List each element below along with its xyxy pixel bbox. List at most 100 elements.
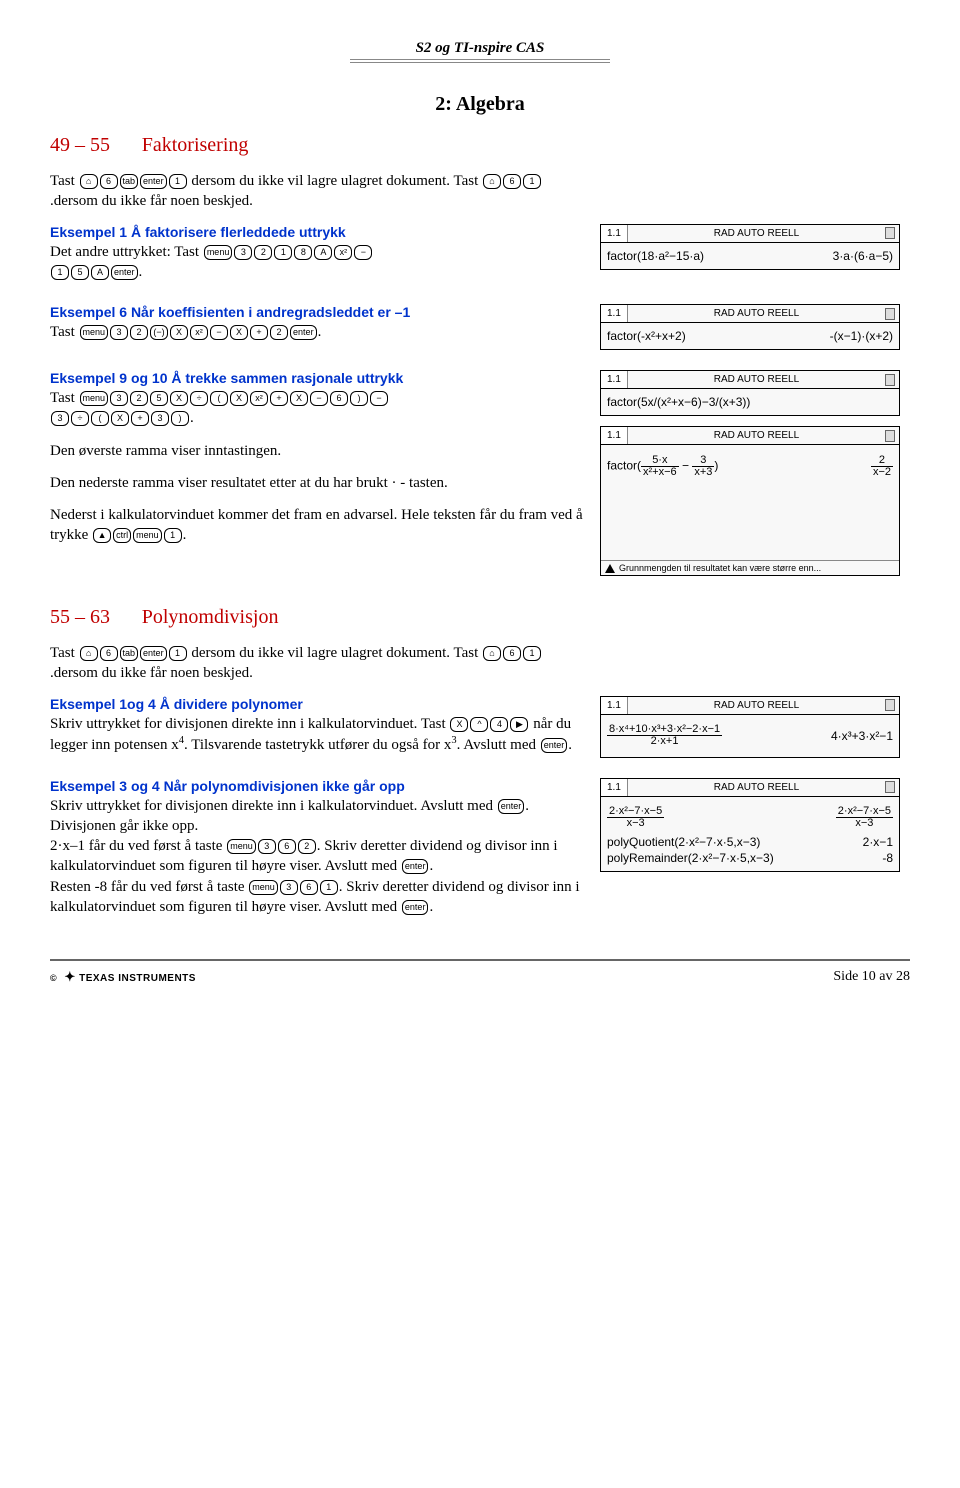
key-minus: − bbox=[310, 391, 328, 406]
key-3: 3 bbox=[280, 880, 298, 895]
text: Tast bbox=[50, 645, 79, 661]
num: 5·x bbox=[641, 455, 679, 467]
den: x²+x−6 bbox=[641, 467, 679, 478]
text: Tast bbox=[50, 390, 79, 406]
key-4: 4 bbox=[490, 717, 508, 732]
key-menu: menu bbox=[80, 391, 109, 406]
key-tab: tab bbox=[120, 174, 139, 189]
den: x−3 bbox=[607, 818, 664, 829]
poly-ex3-title: Eksempel 3 og 4 Når polynomdivisjonen ik… bbox=[50, 778, 590, 794]
key-6: 6 bbox=[100, 174, 118, 189]
key-8: 8 bbox=[294, 245, 312, 260]
calc-tab: 1.1 bbox=[601, 779, 628, 796]
text: . Avslutt med bbox=[457, 737, 540, 753]
key-rparen: ) bbox=[171, 411, 189, 426]
section-num: 49 – 55 bbox=[50, 134, 110, 156]
brand-text: TEXAS INSTRUMENTS bbox=[79, 973, 196, 984]
key-menu: menu bbox=[80, 325, 109, 340]
calc-input: polyQuotient(2·x²−7·x·5,x−3) bbox=[607, 835, 760, 849]
ex9-body: Tast menu325X÷(Xx²+X−6)− 3÷(X+3). bbox=[50, 388, 590, 429]
text: Tast bbox=[50, 324, 79, 340]
key-5: 5 bbox=[150, 391, 168, 406]
key-x2: x² bbox=[190, 325, 208, 340]
key-caret: ^ bbox=[470, 717, 488, 732]
key-lparen: ( bbox=[210, 391, 228, 406]
home-icon bbox=[80, 174, 98, 189]
key-3: 3 bbox=[234, 245, 252, 260]
calc-screenshot-4: 1.1RAD AUTO REELL factor(5·xx²+x−6 − 3x+… bbox=[600, 426, 900, 576]
key-3: 3 bbox=[151, 411, 169, 426]
key-x: X bbox=[450, 717, 468, 732]
key-enter: enter bbox=[140, 174, 167, 189]
page-footer: ✦ TEXAS INSTRUMENTS Side 10 av 28 bbox=[50, 959, 910, 985]
home-icon bbox=[80, 646, 98, 661]
key-1: 1 bbox=[51, 265, 69, 280]
key-1: 1 bbox=[523, 646, 541, 661]
key-enter: enter bbox=[402, 859, 429, 874]
key-1: 1 bbox=[320, 880, 338, 895]
text: Skriv uttrykket for divisjonen direkte i… bbox=[50, 798, 497, 814]
key-3: 3 bbox=[110, 391, 128, 406]
calc-input: 8·x⁴+10·x³+3·x²−2·x−12·x+1 bbox=[607, 724, 722, 747]
key-plus: + bbox=[131, 411, 149, 426]
key-a: A bbox=[314, 245, 332, 260]
battery-icon bbox=[885, 308, 895, 320]
den: x−3 bbox=[836, 818, 893, 829]
key-2: 2 bbox=[298, 839, 316, 854]
key-1: 1 bbox=[169, 174, 187, 189]
calc-output: 2·x²−7·x−5x−3 bbox=[836, 806, 893, 829]
key-1: 1 bbox=[164, 528, 182, 543]
calc-status: RAD AUTO REELL bbox=[628, 430, 885, 441]
key-div: ÷ bbox=[71, 411, 89, 426]
warning-row: Grunnmengden til resultatet kan være stø… bbox=[601, 560, 899, 575]
calc-input: factor(-x²+x+2) bbox=[607, 329, 686, 343]
den: 2·x+1 bbox=[607, 736, 722, 747]
key-3: 3 bbox=[110, 325, 128, 340]
key-6: 6 bbox=[503, 174, 521, 189]
key-2: 2 bbox=[130, 325, 148, 340]
text: 2·x–1 får du ved først å taste bbox=[50, 838, 226, 854]
key-minus: − bbox=[354, 245, 372, 260]
warning-text: Grunnmengden til resultatet kan være stø… bbox=[619, 563, 821, 573]
key-plus: + bbox=[250, 325, 268, 340]
calc-input: factor(5x/(x²+x−6)−3/(x+3)) bbox=[607, 395, 750, 409]
key-menu: menu bbox=[227, 839, 256, 854]
key-div: ÷ bbox=[190, 391, 208, 406]
calc-screenshot-6: 1.1RAD AUTO REELL 2·x²−7·x−5x−3 2·x²−7·x… bbox=[600, 778, 900, 872]
key-rparen: ) bbox=[350, 391, 368, 406]
calc-output: 2·x−1 bbox=[863, 835, 893, 849]
calc-screenshot-2: 1.1RAD AUTO REELL factor(-x²+x+2)-(x−1)·… bbox=[600, 304, 900, 350]
text: Tast bbox=[50, 173, 79, 189]
key-6: 6 bbox=[100, 646, 118, 661]
key-ctrl: ctrl bbox=[113, 528, 131, 543]
section-title: Faktorisering bbox=[142, 134, 249, 156]
calc-input: factor(5·xx²+x−6 − 3x+3) bbox=[607, 455, 718, 478]
text: Den nederste ramma viser resultatet ette… bbox=[50, 475, 392, 491]
calc-output: 3·a·(6·a−5) bbox=[833, 249, 893, 263]
page-header: S2 og TI-nspire CAS bbox=[50, 40, 910, 57]
key-2: 2 bbox=[270, 325, 288, 340]
home-icon bbox=[483, 646, 501, 661]
text: Det andre uttrykket: Tast bbox=[50, 244, 203, 260]
key-menu: menu bbox=[249, 880, 278, 895]
key-enter: enter bbox=[290, 325, 317, 340]
calc-output: -(x−1)·(x+2) bbox=[830, 329, 893, 343]
key-3: 3 bbox=[51, 411, 69, 426]
key-x: X bbox=[230, 391, 248, 406]
key-6: 6 bbox=[330, 391, 348, 406]
calc-tab: 1.1 bbox=[601, 697, 628, 714]
text: .dersom du ikke får noen beskjed. bbox=[50, 665, 253, 681]
key-x2: x² bbox=[334, 245, 352, 260]
key-x: X bbox=[230, 325, 248, 340]
ex6-body: Tast menu32(−)Xx²−X+2enter. bbox=[50, 322, 590, 342]
calc-status: RAD AUTO REELL bbox=[628, 782, 885, 793]
key-minus: − bbox=[370, 391, 388, 406]
key-x: X bbox=[290, 391, 308, 406]
num: 2 bbox=[871, 455, 893, 467]
calc-screenshot-3: 1.1RAD AUTO REELL factor(5x/(x²+x−6)−3/(… bbox=[600, 370, 900, 416]
key-1: 1 bbox=[169, 646, 187, 661]
text: factor bbox=[607, 458, 637, 472]
battery-icon bbox=[885, 781, 895, 793]
calc-status: RAD AUTO REELL bbox=[628, 228, 885, 239]
calc-status: RAD AUTO REELL bbox=[628, 700, 885, 711]
